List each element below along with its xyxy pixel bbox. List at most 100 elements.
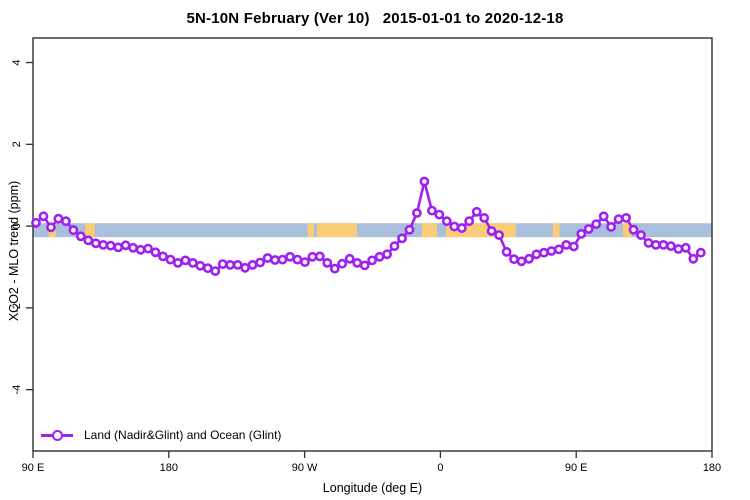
data-point [53, 213, 64, 224]
data-point [553, 244, 564, 255]
data-point [509, 254, 519, 265]
data-point [651, 239, 661, 250]
data-point [172, 257, 183, 268]
data-point [479, 212, 490, 223]
data-point [546, 246, 557, 256]
x-tick-label: 0 [437, 462, 443, 474]
data-point [143, 243, 153, 254]
y-axis-title: XCO2 - MLO trend (ppm) [7, 180, 21, 322]
data-point [255, 257, 265, 268]
y-tick-label: 2 [11, 141, 23, 147]
data-point [561, 239, 572, 250]
data-point [314, 251, 325, 262]
data-point [329, 263, 340, 274]
data-point [359, 260, 370, 271]
plot-border [32, 37, 713, 452]
data-point [262, 253, 273, 263]
data-point [240, 262, 250, 273]
x-tick-label: 180 [160, 462, 178, 474]
data-point [419, 176, 430, 187]
x-axis-title: Longitude (deg E) [322, 481, 423, 495]
zero-band-land-segment [316, 223, 357, 238]
data-point [680, 242, 691, 253]
data-point [299, 257, 310, 267]
data-point [75, 231, 86, 242]
data-point [68, 225, 79, 236]
data-point [277, 254, 288, 265]
data-point [337, 258, 348, 269]
data-point [688, 253, 699, 264]
data-point [389, 241, 400, 251]
data-point [150, 247, 161, 258]
legend-line-marker-icon [41, 429, 73, 442]
data-point [135, 244, 146, 255]
data-point [158, 251, 168, 262]
data-point [673, 244, 684, 254]
data-point [120, 240, 131, 251]
data-point [411, 208, 422, 218]
x-tick-label: 90 E [22, 462, 45, 474]
data-point [426, 205, 437, 216]
data-point [598, 211, 609, 222]
legend-label: Land (Nadir&Glint) and Ocean (Glint) [84, 428, 282, 442]
data-point [643, 237, 654, 248]
data-point [539, 247, 549, 258]
data-point [367, 255, 377, 266]
legend: Land (Nadir&Glint) and Ocean (Glint) [41, 428, 281, 442]
x-tick-label: 180 [703, 462, 721, 474]
data-point [583, 224, 594, 234]
data-point [613, 214, 624, 224]
zero-band-land-segment [421, 223, 437, 238]
data-point [322, 257, 333, 268]
data-point [165, 254, 176, 265]
data-point [90, 238, 101, 249]
data-point [292, 254, 303, 265]
data-point [486, 226, 497, 236]
chart-title: 5N-10N February (Ver 10) 2015-01-01 to 2… [186, 10, 564, 27]
data-point [210, 266, 221, 276]
data-point [195, 260, 206, 271]
data-point [270, 255, 280, 265]
data-point [98, 239, 109, 250]
data-point [247, 259, 258, 270]
data-point [225, 259, 236, 270]
y-tick-label: -2 [11, 303, 23, 313]
data-point [628, 224, 639, 235]
data-point [61, 216, 71, 227]
data-point [217, 259, 228, 269]
data-point [456, 223, 467, 233]
data-point [441, 216, 452, 227]
data-point [83, 235, 94, 246]
zero-band-land-segment [307, 223, 314, 238]
data-point [38, 211, 49, 222]
zero-band-land-segment [85, 223, 95, 238]
data-point [449, 221, 460, 232]
data-point [531, 249, 542, 260]
data-point [568, 241, 579, 252]
legend-open-circle-icon [52, 429, 63, 441]
data-point [464, 216, 475, 227]
data-point [524, 253, 534, 264]
data-point [501, 246, 512, 257]
data-point [636, 230, 646, 240]
y-tick-label: -4 [11, 385, 23, 395]
y-tick-label: 4 [11, 59, 23, 65]
data-point [516, 256, 527, 267]
data-point [374, 251, 385, 262]
data-point [105, 240, 116, 251]
data-point [471, 206, 482, 217]
data-point [658, 239, 669, 250]
data-point [180, 255, 191, 266]
data-point [591, 219, 602, 229]
data-point [382, 249, 392, 260]
data-point [202, 263, 213, 274]
data-point [606, 221, 616, 232]
data-point [621, 212, 631, 223]
data-point [397, 233, 407, 244]
data-point [666, 241, 676, 251]
data-point [494, 230, 504, 240]
y-tick-label: 0 [11, 223, 23, 229]
data-point [344, 253, 355, 264]
